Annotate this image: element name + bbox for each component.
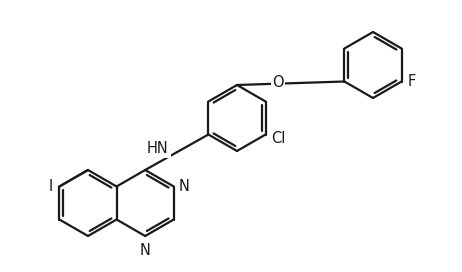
Text: HN: HN bbox=[147, 141, 169, 156]
Text: O: O bbox=[272, 75, 284, 90]
Text: N: N bbox=[140, 243, 151, 258]
Text: N: N bbox=[179, 179, 189, 194]
Text: Cl: Cl bbox=[272, 131, 286, 146]
Text: F: F bbox=[407, 74, 416, 89]
Text: I: I bbox=[48, 179, 52, 194]
